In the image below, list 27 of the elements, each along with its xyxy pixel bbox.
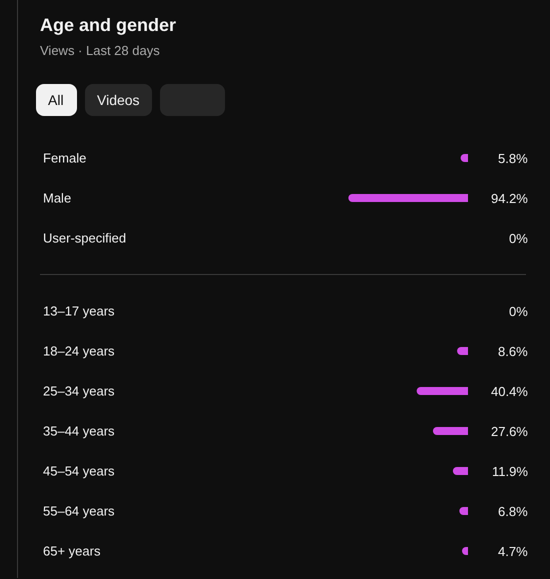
bar	[432, 427, 468, 435]
y-tick-label: 25–34 years	[43, 384, 116, 399]
y-tick-label: Female	[43, 150, 86, 166]
text: All	[36, 84, 77, 116]
bar	[452, 467, 468, 475]
text: Views · Last 28 days	[40, 43, 160, 58]
y-tick-label: 45–54 years	[43, 464, 116, 479]
text: Age and gender	[40, 15, 176, 36]
data-label: 11.9%	[492, 464, 528, 479]
data-label: 0%	[509, 231, 528, 246]
text: Videos	[85, 84, 152, 116]
y-tick-label: User-specified	[43, 230, 126, 246]
y-tick-label: 18–24 years	[43, 344, 116, 359]
data-label: 6.8%	[498, 504, 528, 519]
data-label: 0%	[509, 304, 528, 319]
data-label: 5.8%	[498, 151, 528, 166]
data-label: 40.4%	[491, 384, 528, 399]
data-label: 8.6%	[498, 344, 528, 359]
y-tick-label: 55–64 years	[43, 504, 116, 519]
data-label: 4.7%	[498, 544, 528, 559]
data-label: 27.6%	[491, 424, 528, 439]
data-label: 94.2%	[491, 191, 528, 206]
y-tick-label: Male	[43, 190, 72, 206]
bar	[416, 387, 468, 395]
y-tick-label: 35–44 years	[43, 424, 116, 439]
y-tick-label: 65+ years	[43, 544, 101, 559]
y-tick-label: 13–17 years	[43, 304, 116, 319]
